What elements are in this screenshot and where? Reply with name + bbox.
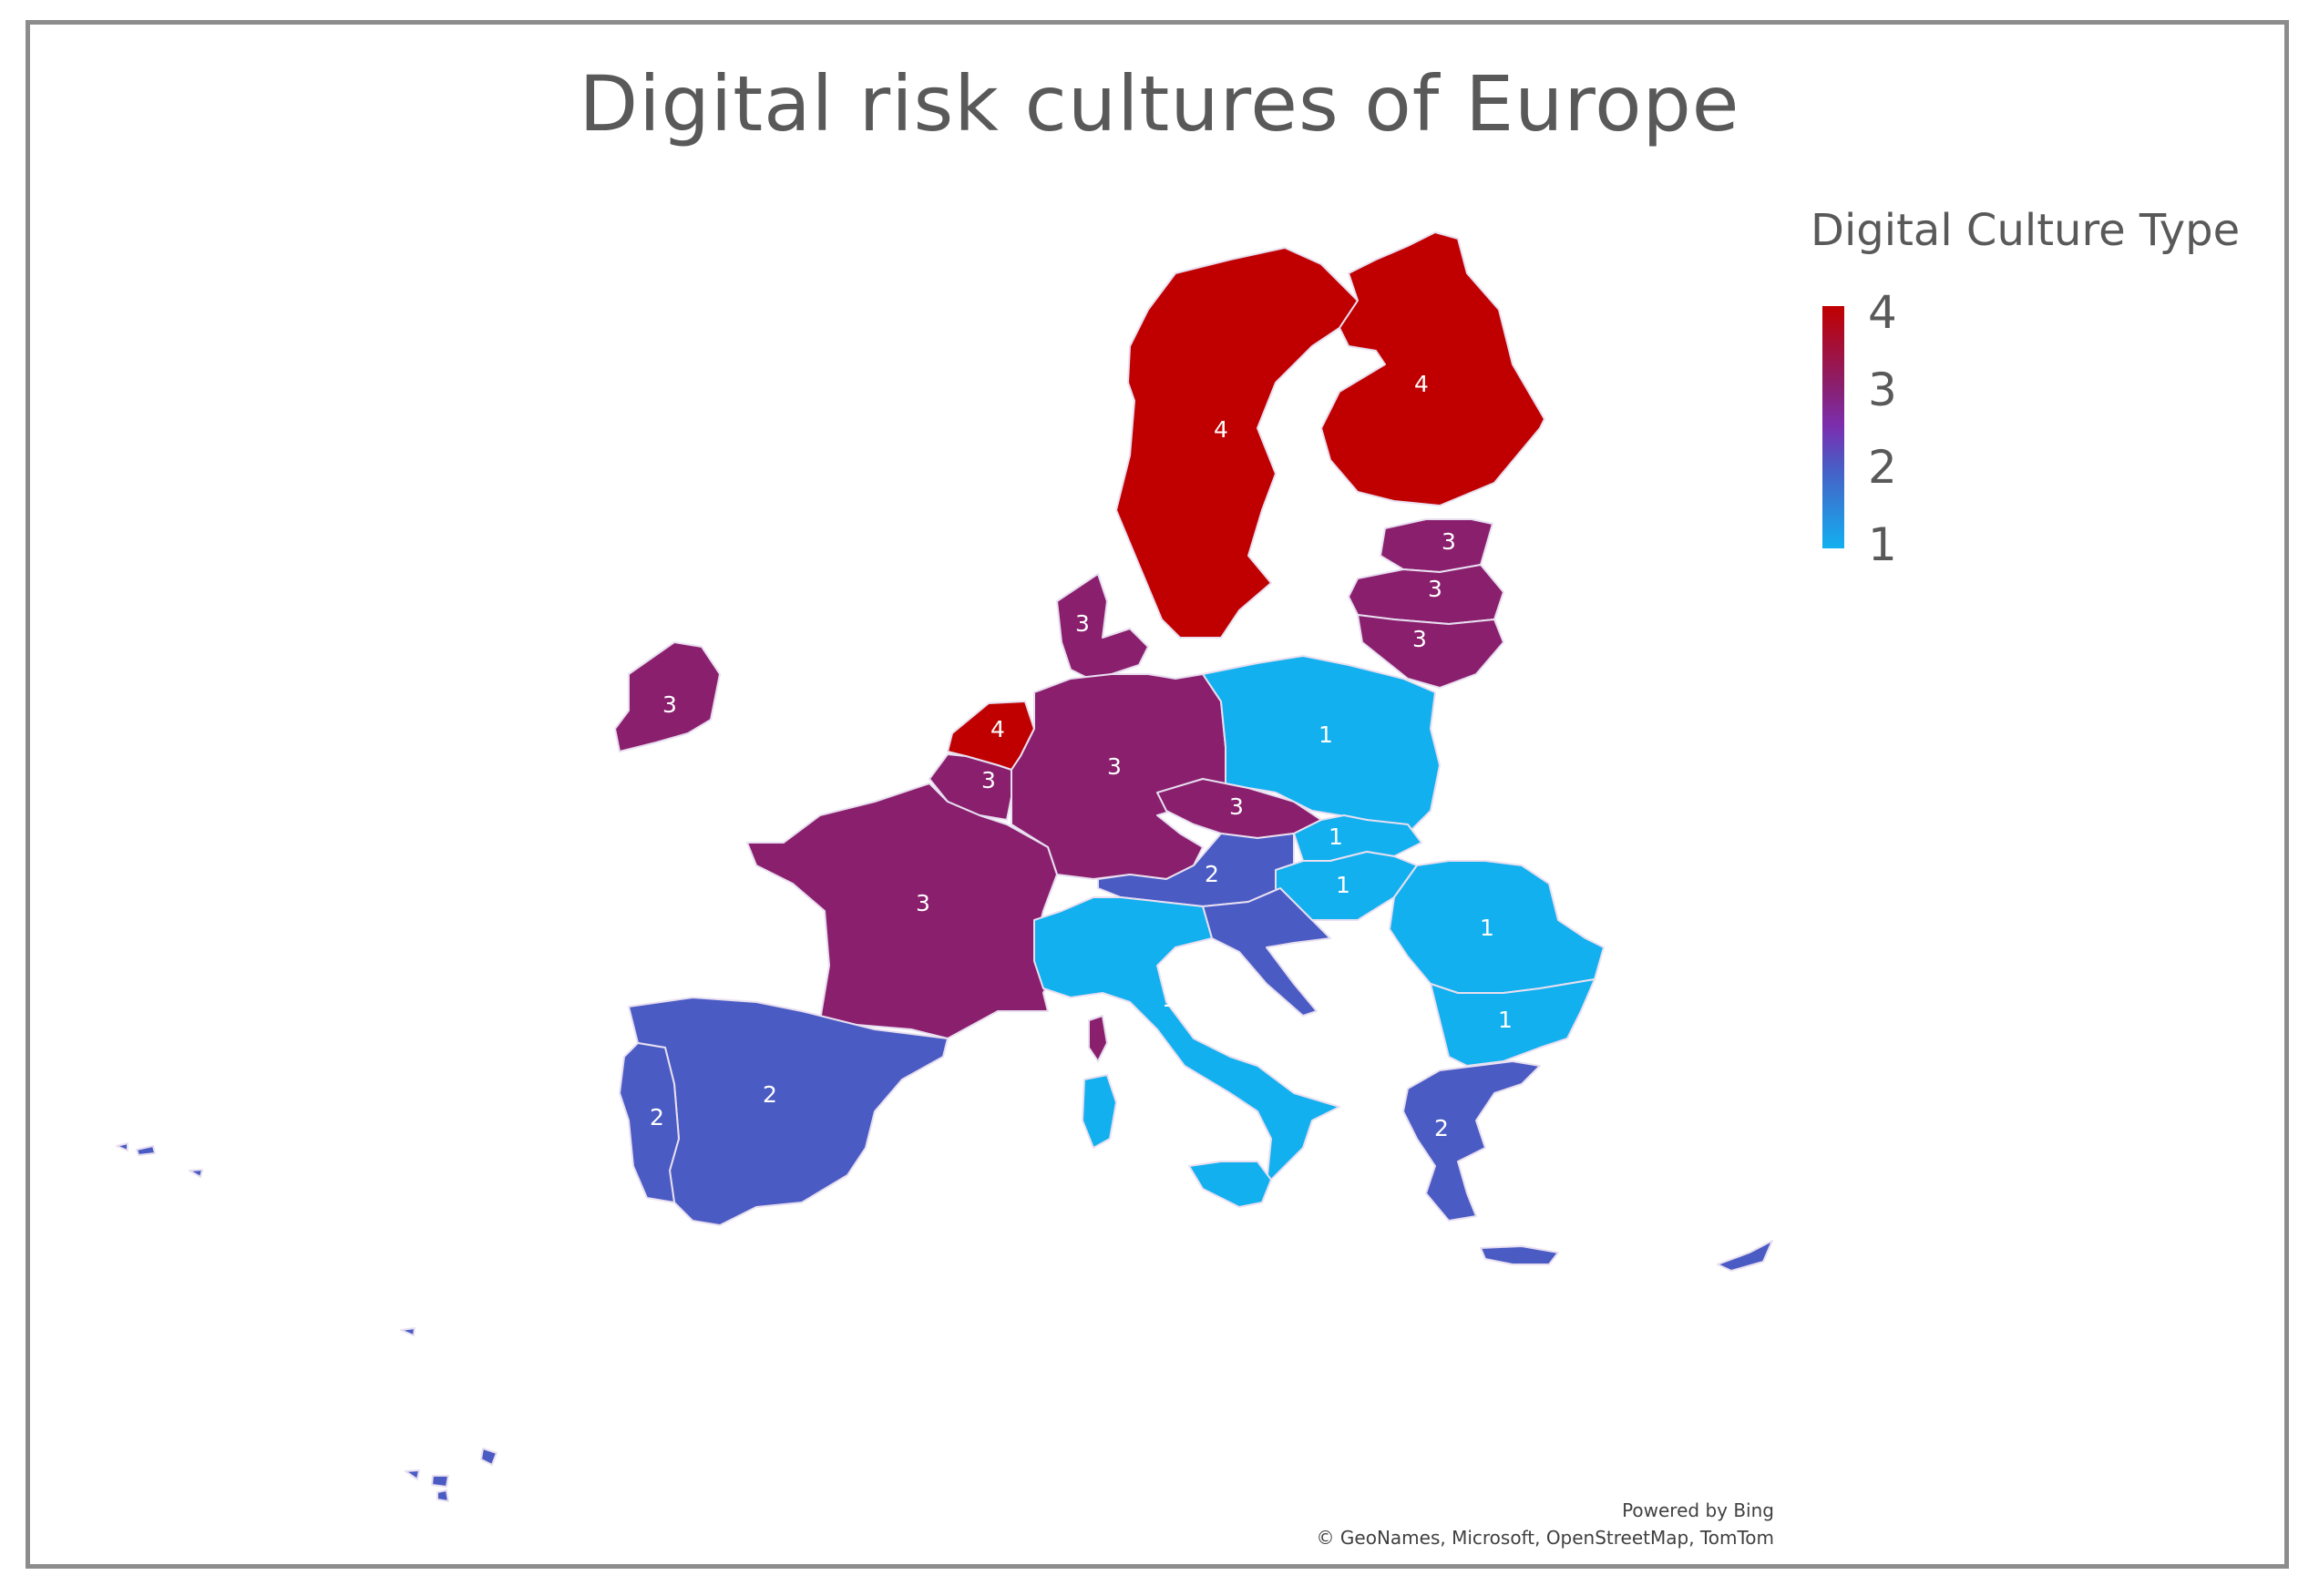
region-madeira (400, 1327, 416, 1336)
region-label-estonia: 3 (1442, 528, 1456, 555)
region-canary-1 (480, 1448, 498, 1466)
region-label-belgium: 3 (981, 767, 996, 793)
region-sardinia (1082, 1074, 1117, 1149)
region-sweden (1115, 247, 1359, 639)
region-croatia (1202, 887, 1331, 1017)
region-label-spain: 2 (763, 1081, 777, 1108)
region-azores-3 (189, 1169, 203, 1178)
legend-tick-1: 1 (1868, 518, 1897, 571)
region-latvia (1348, 564, 1504, 625)
region-canary-3 (405, 1469, 420, 1480)
region-sicily (1188, 1161, 1272, 1208)
attribution-powered-by: Powered by Bing (1622, 1499, 1774, 1521)
map-title: Digital risk cultures of Europe (579, 59, 1740, 148)
region-ireland (614, 641, 721, 752)
attribution-sources: © GeoNames, Microsoft, OpenStreetMap, To… (1316, 1527, 1774, 1549)
region-greece (1402, 1060, 1541, 1222)
region-corsica (1088, 1015, 1108, 1062)
region-romania (1389, 860, 1605, 994)
region-italy (1033, 896, 1340, 1185)
region-bulgaria (1430, 978, 1596, 1067)
region-label-czechia: 3 (1229, 793, 1244, 820)
region-canary-2 (431, 1475, 449, 1488)
region-label-bulgaria: 1 (1498, 1007, 1513, 1033)
legend-color-scale (1822, 306, 1844, 548)
region-label-hungary: 1 (1336, 872, 1350, 898)
map-attribution: Powered by Bing © GeoNames, Microsoft, O… (1317, 1497, 1774, 1551)
region-denmark (1056, 573, 1149, 680)
region-label-germany: 3 (1107, 753, 1122, 780)
region-label-slovakia: 1 (1329, 824, 1343, 850)
region-label-greece: 2 (1434, 1115, 1449, 1141)
region-label-italy: 1 (1162, 986, 1176, 1012)
region-label-poland: 1 (1319, 721, 1333, 748)
region-label-finland: 4 (1414, 371, 1429, 397)
region-canary-4 (436, 1489, 449, 1502)
region-crete (1480, 1245, 1559, 1265)
region-azores-2 (136, 1145, 156, 1156)
region-lithuania (1357, 614, 1504, 689)
region-label-romania: 1 (1480, 915, 1494, 941)
legend-title: Digital Culture Type (1811, 205, 2241, 256)
region-label-lithuania: 3 (1412, 626, 1427, 652)
region-label-latvia: 3 (1428, 576, 1442, 602)
region-azores-1 (116, 1142, 128, 1151)
region-cyprus (1717, 1240, 1773, 1272)
region-label-netherlands: 4 (990, 716, 1005, 742)
region-portugal (619, 1042, 680, 1203)
legend-tick-3: 3 (1868, 363, 1897, 416)
legend-tick-2: 2 (1868, 441, 1897, 494)
region-germany (1011, 673, 1226, 880)
region-estonia (1380, 518, 1493, 573)
region-label-austria: 2 (1205, 861, 1219, 887)
region-finland (1320, 231, 1545, 506)
region-label-france: 3 (916, 890, 930, 916)
region-label-sweden: 4 (1214, 416, 1228, 443)
region-label-portugal: 2 (650, 1104, 664, 1130)
legend-tick-4: 4 (1868, 286, 1897, 339)
region-label-denmark: 3 (1075, 610, 1090, 637)
region-label-ireland: 3 (662, 691, 677, 718)
